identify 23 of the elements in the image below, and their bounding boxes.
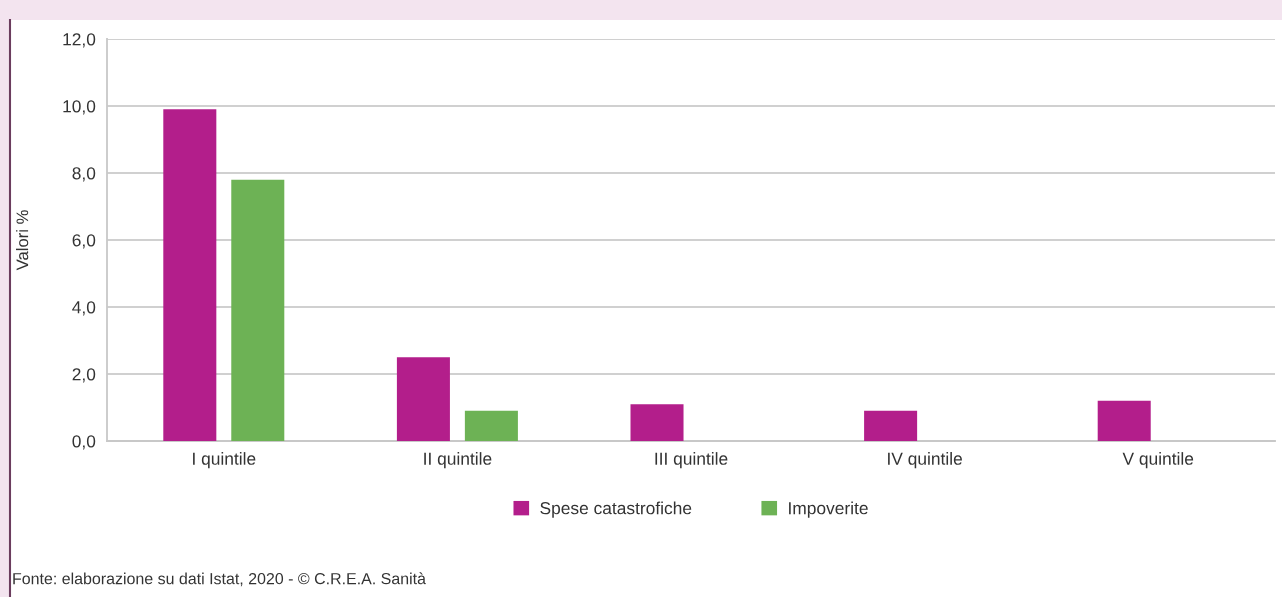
bar bbox=[464, 410, 518, 441]
bar bbox=[1097, 400, 1151, 441]
source-note: Fonte: elaborazione su dati Istat, 2020 - © C.R.E.A. Sanità bbox=[13, 572, 426, 587]
x-tick-label: I quintile bbox=[193, 452, 256, 469]
legend-label: Spese catastrofiche bbox=[540, 501, 692, 518]
y-tick-label: 6,0 bbox=[72, 234, 96, 249]
bar bbox=[231, 179, 285, 441]
x-tick-label: II quintile bbox=[424, 452, 492, 469]
x-tick-label: V quintile bbox=[1122, 452, 1194, 469]
bar bbox=[163, 109, 217, 441]
y-axis-title: Valori % bbox=[16, 210, 29, 271]
bar bbox=[864, 410, 918, 441]
x-tick-label: III quintile bbox=[655, 452, 728, 469]
y-tick-label: 0,0 bbox=[72, 435, 96, 450]
y-tick-label: 2,0 bbox=[72, 368, 96, 383]
bar bbox=[396, 357, 450, 441]
y-tick-label: 12,0 bbox=[63, 33, 96, 48]
bar bbox=[630, 404, 684, 441]
y-tick-label: 4,0 bbox=[72, 301, 96, 316]
legend-label: Impoverite bbox=[789, 501, 868, 518]
x-tick-label: IV quintile bbox=[888, 452, 962, 469]
y-tick-label: 8,0 bbox=[72, 167, 96, 182]
y-tick-label: 10,0 bbox=[63, 100, 96, 115]
